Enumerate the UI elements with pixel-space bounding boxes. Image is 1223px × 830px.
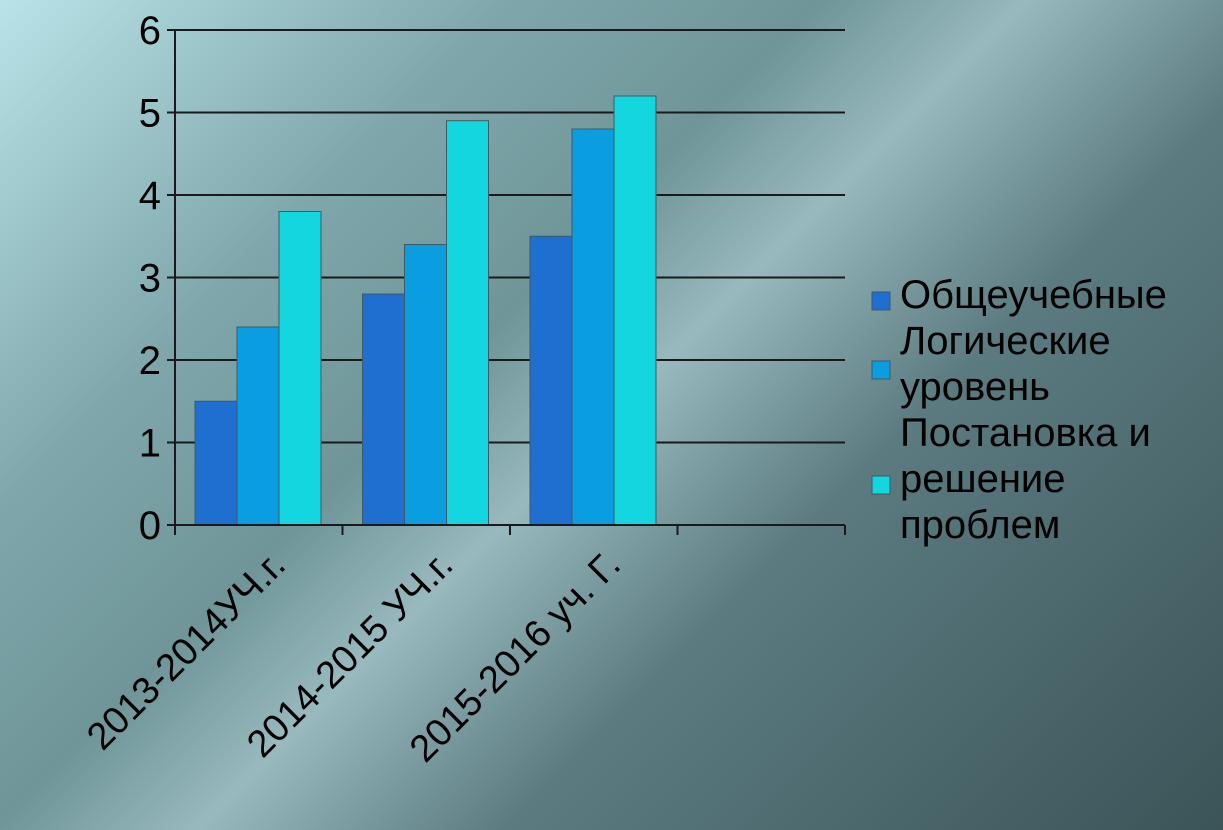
y-tick-label: 1 <box>139 422 161 466</box>
legend-label: проблем <box>900 503 1060 547</box>
y-tick-label: 0 <box>139 504 161 548</box>
x-tick-labels: 2013-2014УЧ.г.2014-2015 УЧ.г.2015-2016 у… <box>79 544 629 771</box>
legend-label: Логические <box>900 319 1111 363</box>
bars <box>194 95 657 526</box>
y-tick-label: 4 <box>139 174 161 218</box>
y-tick-label: 3 <box>139 257 161 301</box>
legend-swatch <box>871 291 891 311</box>
y-tick-label: 6 <box>139 9 161 53</box>
bar-2-3 <box>571 128 615 526</box>
y-tick-label: 2 <box>139 339 161 383</box>
legend-swatch <box>871 475 891 495</box>
bar-2-2 <box>404 244 447 526</box>
bar-2-1 <box>236 326 280 526</box>
bar-3-1 <box>278 211 322 526</box>
axes <box>167 29 846 535</box>
legend-label: решение <box>900 457 1066 501</box>
bar-1-3 <box>529 235 573 526</box>
y-tick-label: 5 <box>139 92 161 136</box>
legend-label: Общеучебные <box>900 273 1167 317</box>
legend-label: Постановка и <box>900 411 1151 455</box>
legend-swatch <box>871 360 891 380</box>
y-tick-labels: 0 1 2 3 4 5 6 <box>139 9 161 548</box>
bar-1-1 <box>194 400 238 526</box>
bar-3-2 <box>446 120 489 526</box>
bar-3-3 <box>613 95 657 526</box>
bar-1-2 <box>362 293 405 526</box>
legend-label: уровень <box>900 365 1050 409</box>
